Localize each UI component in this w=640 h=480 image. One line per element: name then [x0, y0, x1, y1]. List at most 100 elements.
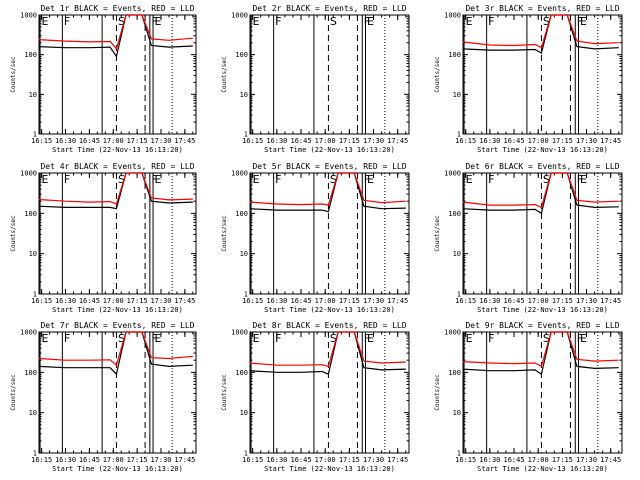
time-marker-label: F: [364, 332, 370, 345]
time-marker-label: E: [580, 332, 587, 345]
y-tick-label: 1000: [20, 12, 37, 20]
time-marker-label: S: [543, 15, 550, 28]
y-axis-label: Counts/sec: [221, 374, 228, 411]
x-tick-label: 17:15: [339, 456, 360, 464]
plot-frame: [249, 331, 410, 454]
panel-det-6: Det 6r BLACK = Events, RED = LLD 1 10 100 10…: [434, 162, 623, 314]
y-tick-label: 10: [240, 250, 248, 258]
plot-frame: [38, 331, 197, 454]
x-tick-label: 17:30: [150, 456, 171, 464]
series-line-events: [38, 14, 193, 58]
time-marker-label: F: [275, 15, 281, 28]
x-axis-label: Start Time (22-Nov-13 16:13:20): [477, 465, 608, 473]
panel-title: Det 9r BLACK = Events, RED = LLD: [465, 321, 619, 330]
y-tick-label: 1: [33, 131, 37, 139]
series-line-lld: [249, 172, 406, 206]
y-tick-label: 100: [235, 369, 248, 377]
x-tick-label: 17:00: [315, 137, 336, 145]
time-marker-label: S: [330, 332, 337, 345]
x-tick-label: 16:15: [455, 456, 476, 464]
y-tick-label: 100: [448, 51, 461, 59]
x-tick-label: 16:30: [266, 297, 287, 305]
panel-title: Det 4r BLACK = Events, RED = LLD: [40, 162, 194, 171]
y-tick-label: 10: [29, 409, 37, 417]
x-tick-label: 16:15: [31, 456, 52, 464]
y-tick-label: 1000: [444, 170, 461, 178]
y-tick-label: 1: [244, 291, 248, 299]
x-tick-label: 16:30: [479, 456, 500, 464]
x-tick-label: 17:00: [103, 456, 124, 464]
series-line-events: [462, 331, 619, 376]
time-marker-label: E: [253, 173, 260, 186]
panel-det-7: Det 7r BLACK = Events, RED = LLD 1 10 100 10…: [10, 321, 197, 473]
time-marker-label: F: [577, 173, 583, 186]
x-tick-label: 17:30: [150, 137, 171, 145]
time-marker-label: E: [155, 173, 162, 186]
x-tick-label: 17:45: [174, 297, 195, 305]
x-tick-label: 16:15: [242, 137, 263, 145]
x-tick-label: 17:45: [387, 456, 408, 464]
time-marker-label: E: [42, 332, 49, 345]
plot-frame: [462, 331, 623, 454]
panel-title: Det 7r BLACK = Events, RED = LLD: [40, 321, 194, 330]
x-tick-label: 17:30: [363, 137, 384, 145]
time-marker-label: E: [466, 332, 473, 345]
x-axis-label: Start Time (22-Nov-13 16:13:20): [52, 306, 183, 314]
time-marker-label: F: [364, 15, 370, 28]
x-tick-label: 16:15: [242, 297, 263, 305]
x-tick-label: 17:45: [600, 297, 621, 305]
x-tick-label: 16:15: [455, 297, 476, 305]
y-tick-label: 10: [29, 250, 37, 258]
panel-det-1: Det 1r BLACK = Events, RED = LLD 1 10 100 10…: [10, 4, 197, 154]
x-axis-label: Start Time (22-Nov-13 16:13:20): [264, 465, 395, 473]
time-marker-label: S: [118, 332, 125, 345]
x-tick-label: 17:00: [528, 297, 549, 305]
y-tick-label: 1: [457, 450, 461, 458]
series-line-events: [249, 331, 406, 376]
panel-det-9: Det 9r BLACK = Events, RED = LLD 1 10 100 10…: [434, 321, 623, 473]
x-tick-label: 17:00: [528, 137, 549, 145]
x-tick-label: 17:30: [576, 456, 597, 464]
series-line-events: [462, 14, 619, 54]
x-tick-label: 17:30: [363, 297, 384, 305]
x-tick-label: 16:15: [455, 137, 476, 145]
time-marker-label: E: [155, 15, 162, 28]
y-tick-label: 100: [24, 210, 37, 218]
x-tick-label: 17:15: [339, 137, 360, 145]
x-axis-label: Start Time (22-Nov-13 16:13:20): [52, 146, 183, 154]
time-marker-label: F: [64, 173, 70, 186]
y-tick-label: 10: [240, 91, 248, 99]
panel-det-3: Det 3r BLACK = Events, RED = LLD 1 10 100 10…: [434, 4, 623, 154]
time-marker-label: F: [275, 332, 281, 345]
series-line-lld: [462, 331, 619, 368]
y-tick-label: 1: [33, 450, 37, 458]
y-axis-label: Counts/sec: [10, 56, 17, 93]
y-tick-label: 1000: [20, 329, 37, 337]
series-line-lld: [38, 14, 193, 51]
x-tick-label: 17:15: [127, 297, 148, 305]
time-marker-label: S: [118, 173, 125, 186]
x-tick-label: 16:45: [79, 297, 100, 305]
series-line-lld: [249, 331, 406, 368]
time-marker-label: F: [577, 15, 583, 28]
y-tick-label: 1000: [231, 170, 248, 178]
time-marker-label: E: [253, 15, 260, 28]
time-marker-label: E: [367, 332, 374, 345]
y-axis-label: Counts/sec: [10, 215, 17, 252]
x-tick-label: 16:30: [479, 297, 500, 305]
x-tick-label: 17:00: [528, 456, 549, 464]
y-tick-label: 10: [240, 409, 248, 417]
x-tick-label: 16:30: [55, 456, 76, 464]
x-tick-label: 17:15: [552, 456, 573, 464]
series-line-lld: [462, 172, 619, 209]
x-tick-label: 17:30: [576, 297, 597, 305]
x-tick-label: 16:45: [503, 297, 524, 305]
x-tick-label: 16:30: [55, 297, 76, 305]
x-axis-label: Start Time (22-Nov-13 16:13:20): [264, 146, 395, 154]
plot-frame: [38, 14, 197, 135]
panel-title: Det 2r BLACK = Events, RED = LLD: [252, 4, 406, 13]
x-tick-label: 17:00: [315, 297, 336, 305]
panel-det-8: Det 8r BLACK = Events, RED = LLD 1 10 100 10…: [221, 321, 410, 473]
y-axis-label: Counts/sec: [434, 215, 441, 252]
